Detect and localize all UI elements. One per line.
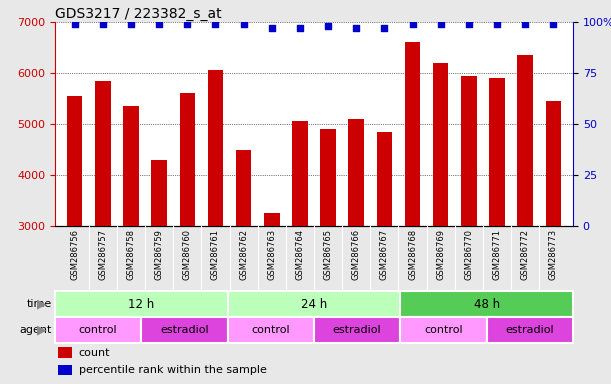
Point bbox=[436, 21, 445, 27]
Bar bbox=[461, 76, 477, 226]
Text: time: time bbox=[27, 299, 52, 309]
Bar bbox=[228, 317, 314, 343]
Text: count: count bbox=[79, 348, 110, 358]
Point bbox=[211, 21, 221, 27]
Bar bbox=[489, 78, 505, 226]
Bar bbox=[123, 106, 139, 226]
Point bbox=[295, 25, 305, 31]
Text: GSM286757: GSM286757 bbox=[98, 229, 108, 280]
Bar bbox=[400, 291, 573, 317]
Bar bbox=[264, 213, 279, 226]
Text: GDS3217 / 223382_s_at: GDS3217 / 223382_s_at bbox=[55, 7, 222, 21]
Text: GSM286763: GSM286763 bbox=[267, 229, 276, 280]
Bar bbox=[59, 347, 72, 358]
Bar bbox=[228, 291, 400, 317]
Text: estradiol: estradiol bbox=[505, 325, 554, 335]
Text: estradiol: estradiol bbox=[333, 325, 381, 335]
Bar bbox=[314, 317, 400, 343]
Text: control: control bbox=[79, 325, 117, 335]
Point bbox=[351, 25, 361, 31]
Text: GSM286766: GSM286766 bbox=[352, 229, 360, 280]
Text: GSM286760: GSM286760 bbox=[183, 229, 192, 280]
Bar bbox=[518, 55, 533, 226]
Text: GSM286769: GSM286769 bbox=[436, 229, 445, 280]
Text: control: control bbox=[252, 325, 290, 335]
Bar bbox=[59, 364, 72, 376]
Text: GSM286761: GSM286761 bbox=[211, 229, 220, 280]
Point bbox=[239, 21, 249, 27]
Bar bbox=[546, 101, 561, 226]
Point bbox=[408, 21, 417, 27]
Bar bbox=[400, 317, 487, 343]
Text: GSM286768: GSM286768 bbox=[408, 229, 417, 280]
Bar bbox=[405, 42, 420, 226]
Text: ▶: ▶ bbox=[37, 323, 46, 336]
Text: GSM286765: GSM286765 bbox=[324, 229, 332, 280]
Text: 24 h: 24 h bbox=[301, 298, 327, 311]
Text: GSM286758: GSM286758 bbox=[126, 229, 136, 280]
Text: GSM286756: GSM286756 bbox=[70, 229, 79, 280]
Text: ▶: ▶ bbox=[37, 298, 46, 311]
Point bbox=[323, 23, 333, 29]
Bar bbox=[95, 81, 111, 226]
Bar bbox=[55, 317, 141, 343]
Point bbox=[126, 21, 136, 27]
Point bbox=[520, 21, 530, 27]
Text: control: control bbox=[424, 325, 463, 335]
Point bbox=[70, 21, 79, 27]
Bar bbox=[292, 121, 308, 226]
Bar bbox=[67, 96, 82, 226]
Bar bbox=[487, 317, 573, 343]
Point bbox=[379, 25, 389, 31]
Bar bbox=[152, 160, 167, 226]
Point bbox=[549, 21, 558, 27]
Bar bbox=[433, 63, 448, 226]
Point bbox=[267, 25, 277, 31]
Bar bbox=[236, 149, 251, 226]
Text: GSM286773: GSM286773 bbox=[549, 229, 558, 280]
Bar bbox=[208, 70, 223, 226]
Text: GSM286771: GSM286771 bbox=[492, 229, 502, 280]
Text: GSM286762: GSM286762 bbox=[239, 229, 248, 280]
Bar bbox=[376, 132, 392, 226]
Text: percentile rank within the sample: percentile rank within the sample bbox=[79, 365, 266, 375]
Bar bbox=[55, 291, 228, 317]
Text: GSM286764: GSM286764 bbox=[296, 229, 304, 280]
Text: 48 h: 48 h bbox=[474, 298, 500, 311]
Text: estradiol: estradiol bbox=[160, 325, 209, 335]
Bar bbox=[180, 93, 195, 226]
Point bbox=[154, 21, 164, 27]
Point bbox=[98, 21, 108, 27]
Text: GSM286767: GSM286767 bbox=[380, 229, 389, 280]
Bar bbox=[141, 317, 228, 343]
Point bbox=[492, 21, 502, 27]
Point bbox=[183, 21, 192, 27]
Bar bbox=[320, 129, 336, 226]
Text: 12 h: 12 h bbox=[128, 298, 155, 311]
Text: GSM286772: GSM286772 bbox=[521, 229, 530, 280]
Bar bbox=[348, 119, 364, 226]
Point bbox=[464, 21, 474, 27]
Text: GSM286770: GSM286770 bbox=[464, 229, 474, 280]
Text: GSM286759: GSM286759 bbox=[155, 229, 164, 280]
Text: agent: agent bbox=[20, 325, 52, 335]
